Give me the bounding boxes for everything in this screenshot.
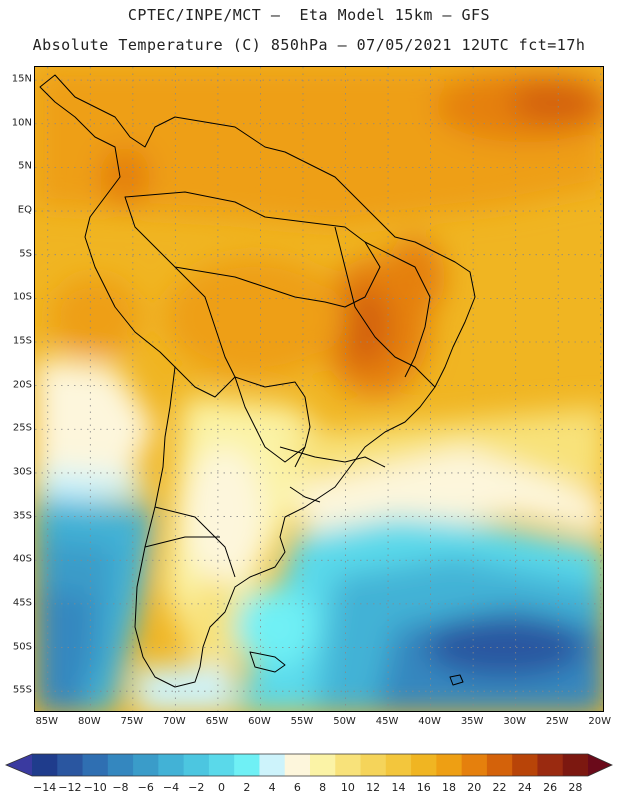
colorbar-label: 2 xyxy=(243,781,251,794)
lon-label: 80W xyxy=(77,716,101,727)
graticule xyxy=(35,67,603,711)
lon-label: 45W xyxy=(375,716,399,727)
colorbar-label: 18 xyxy=(442,781,456,794)
colorbar-label: 14 xyxy=(391,781,406,794)
colorbar-label: 6 xyxy=(293,781,301,794)
colorbar-swatch xyxy=(208,754,235,776)
lon-label: 55W xyxy=(290,716,314,727)
map-title: CPTEC/INPE/MCT – Eta Model 15km – GFS xyxy=(127,6,491,24)
lat-label: 50S xyxy=(12,641,32,653)
colorbar-swatch xyxy=(107,754,134,776)
lat-label: 40S xyxy=(12,553,32,565)
lon-label: 30W xyxy=(503,716,526,727)
colorbar-label: 20 xyxy=(467,781,482,794)
colorbar-swatch xyxy=(436,754,463,776)
lon-label: 50W xyxy=(333,716,356,727)
lon-label: 35W xyxy=(460,716,484,727)
lon-label: 25W xyxy=(545,716,569,727)
colorbar-swatch xyxy=(234,754,260,776)
lat-label: 10S xyxy=(12,291,32,303)
lon-label: 75W xyxy=(120,716,144,727)
colorbar-label: −14 xyxy=(33,781,57,794)
colorbar-swatch xyxy=(512,754,538,776)
colorbar-label: 12 xyxy=(366,781,381,794)
colorbar-swatch xyxy=(562,754,589,776)
lat-label: 45S xyxy=(12,597,32,609)
colorbar-label: 24 xyxy=(517,781,532,794)
lat-label: 5N xyxy=(18,160,32,172)
lat-label: 15N xyxy=(11,73,32,85)
lat-label: 15S xyxy=(12,335,32,347)
colorbar-label: −6 xyxy=(137,781,154,794)
colorbar-swatch xyxy=(284,754,311,776)
colorbar-swatch xyxy=(133,754,159,776)
colorbar-swatch xyxy=(310,754,336,776)
lat-label: 25S xyxy=(12,422,32,434)
lat-label: 5S xyxy=(19,248,32,260)
colorbar-label: −8 xyxy=(112,781,129,794)
lat-label: 20S xyxy=(12,379,32,391)
temperature-field xyxy=(35,67,603,711)
colorbar-swatch xyxy=(537,754,564,776)
colorbar-label: −12 xyxy=(58,781,82,794)
temperature-map xyxy=(34,66,604,712)
colorbar-label: 10 xyxy=(340,781,355,794)
colorbar-swatch xyxy=(82,754,109,776)
colorbar-swatch xyxy=(335,754,362,776)
colorbar-swatch xyxy=(57,754,84,776)
colorbar-swatch xyxy=(259,754,286,776)
lon-label: 70W xyxy=(163,716,186,727)
colorbar-label: 16 xyxy=(416,781,431,794)
lon-label: 65W xyxy=(205,716,229,727)
colorbar-swatch xyxy=(411,754,437,776)
colorbar-under-arrow xyxy=(6,754,32,776)
colorbar-swatch xyxy=(360,754,387,776)
lat-label: EQ xyxy=(17,204,32,216)
map-canvas xyxy=(35,67,603,711)
colorbar-swatch xyxy=(158,754,185,776)
colorbar-label: 22 xyxy=(492,781,507,794)
colorbar-label: 28 xyxy=(568,781,583,794)
colorbar-over-arrow xyxy=(588,754,612,776)
colorbar-swatch xyxy=(385,754,412,776)
map-subtitle: Absolute Temperature (C) 850hPa – 07/05/… xyxy=(32,36,586,54)
lat-label: 30S xyxy=(12,466,32,478)
colorbar-label: −2 xyxy=(188,781,205,794)
colorbar-label: −10 xyxy=(83,781,107,794)
colorbar-swatch xyxy=(183,754,210,776)
colorbar-label: 4 xyxy=(268,781,276,794)
lon-label: 85W xyxy=(35,716,59,727)
colorbar-swatch xyxy=(461,754,488,776)
colorbar xyxy=(4,753,613,777)
lon-label: 60W xyxy=(248,716,271,727)
colorbar-label: 0 xyxy=(218,781,226,794)
lon-label: 40W xyxy=(418,716,441,727)
lat-label: 35S xyxy=(12,510,32,522)
colorbar-label: 8 xyxy=(319,781,327,794)
lat-label: 55S xyxy=(12,684,32,696)
colorbar-outline xyxy=(4,753,613,777)
colorbar-swatch xyxy=(32,754,58,776)
lat-label: 10N xyxy=(11,117,32,129)
lon-label: 20W xyxy=(588,716,612,727)
colorbar-label: 26 xyxy=(543,781,558,794)
colorbar-label: −4 xyxy=(162,781,180,794)
coastlines xyxy=(39,74,476,688)
colorbar-swatch xyxy=(486,754,513,776)
